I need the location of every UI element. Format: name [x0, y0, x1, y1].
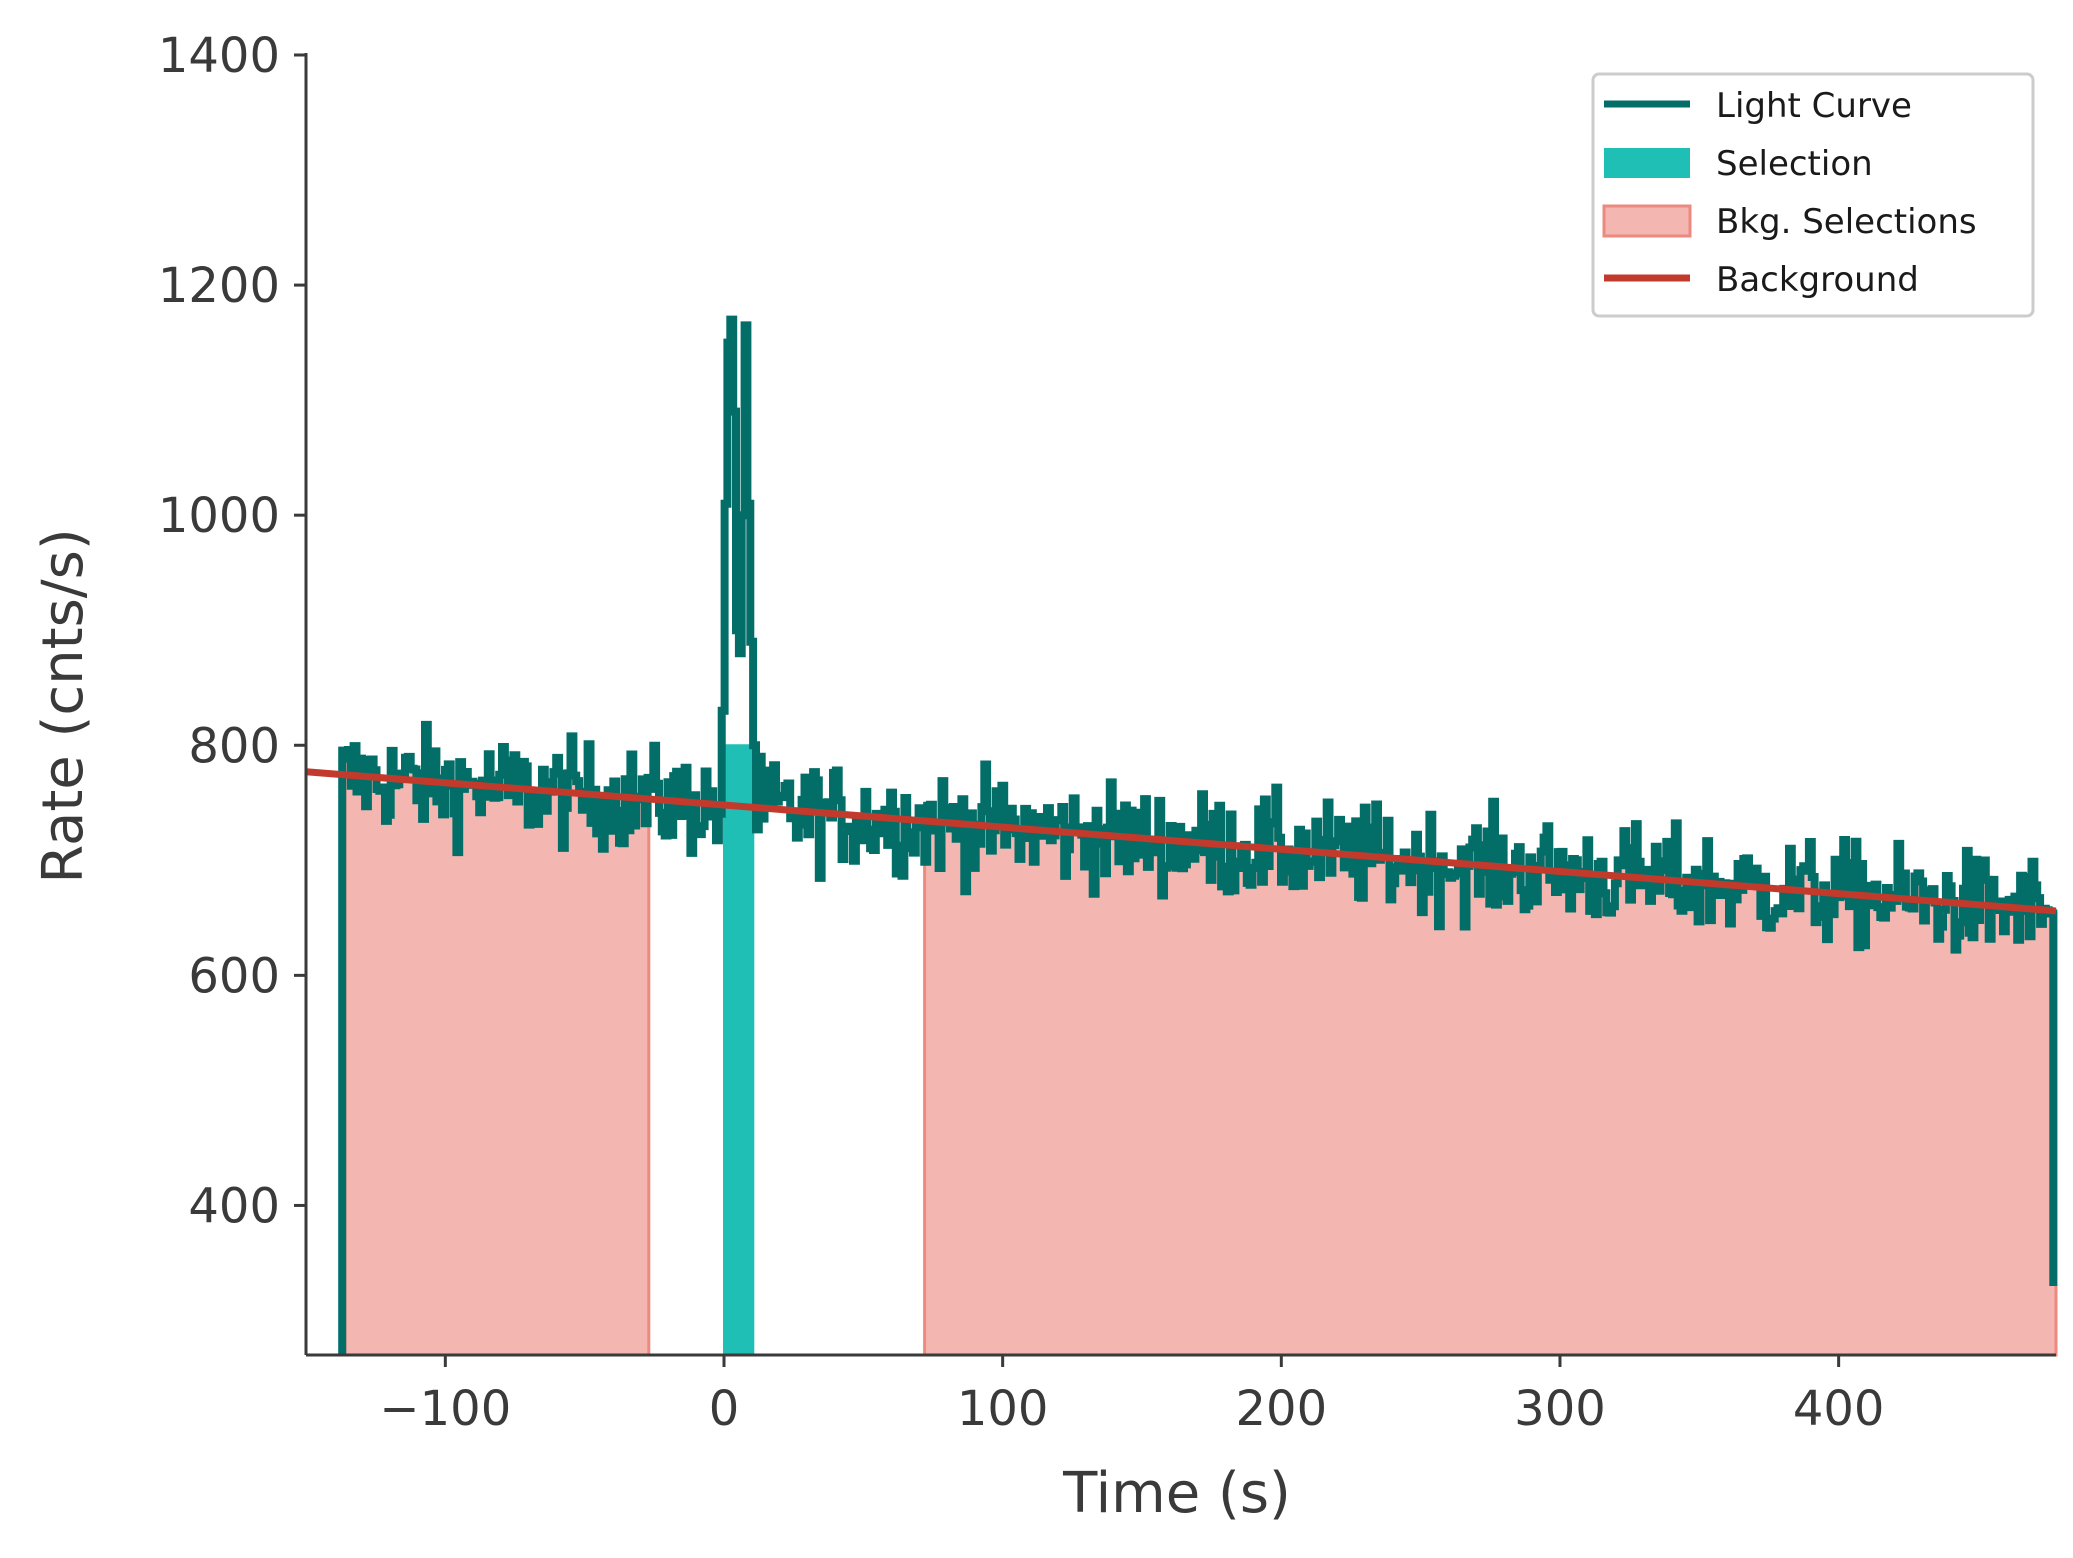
y-tick-label: 1000 — [158, 488, 280, 544]
axes — [304, 53, 2056, 1357]
x-tick-label: 200 — [1236, 1381, 1328, 1437]
y-axis-label: Rate (cnts/s) — [31, 528, 96, 883]
x-tick-label: 300 — [1514, 1381, 1606, 1437]
y-tick-label: 1400 — [158, 28, 280, 84]
x-tick-label: 0 — [709, 1381, 740, 1437]
legend: Light Curve Selection Bkg. Selections Ba… — [1591, 72, 2035, 318]
light-curve-layer — [338, 315, 2058, 1355]
x-tick-label: 400 — [1793, 1381, 1885, 1437]
bkg-selections-layer — [343, 723, 2058, 1357]
x-ticks: −100 0 100 200 300 400 — [379, 1355, 1884, 1437]
legend-bkg-selections-swatch — [1602, 204, 1692, 238]
y-tick-label: 800 — [188, 718, 280, 774]
x-tick-label: 100 — [957, 1381, 1049, 1437]
y-tick-label: 600 — [188, 948, 280, 1004]
legend-bkg-selections-label: Bkg. Selections — [1716, 202, 1977, 242]
y-tick-label: 1200 — [158, 258, 280, 314]
y-ticks: 400 600 800 1000 1200 1400 — [158, 28, 306, 1234]
y-tick-label: 400 — [188, 1178, 280, 1234]
legend-background-label: Background — [1716, 260, 1919, 300]
x-tick-label: −100 — [379, 1381, 511, 1437]
light-curve-line — [338, 315, 2058, 1355]
legend-selection-label: Selection — [1716, 144, 1873, 184]
legend-frame — [1591, 72, 2035, 318]
background-fit-line — [305, 768, 2057, 915]
legend-light-curve-label: Light Curve — [1716, 86, 1912, 126]
x-axis-label: Time (s) — [1062, 1461, 1291, 1526]
legend-selection-swatch — [1604, 148, 1690, 178]
background-fit-layer — [305, 768, 2057, 915]
